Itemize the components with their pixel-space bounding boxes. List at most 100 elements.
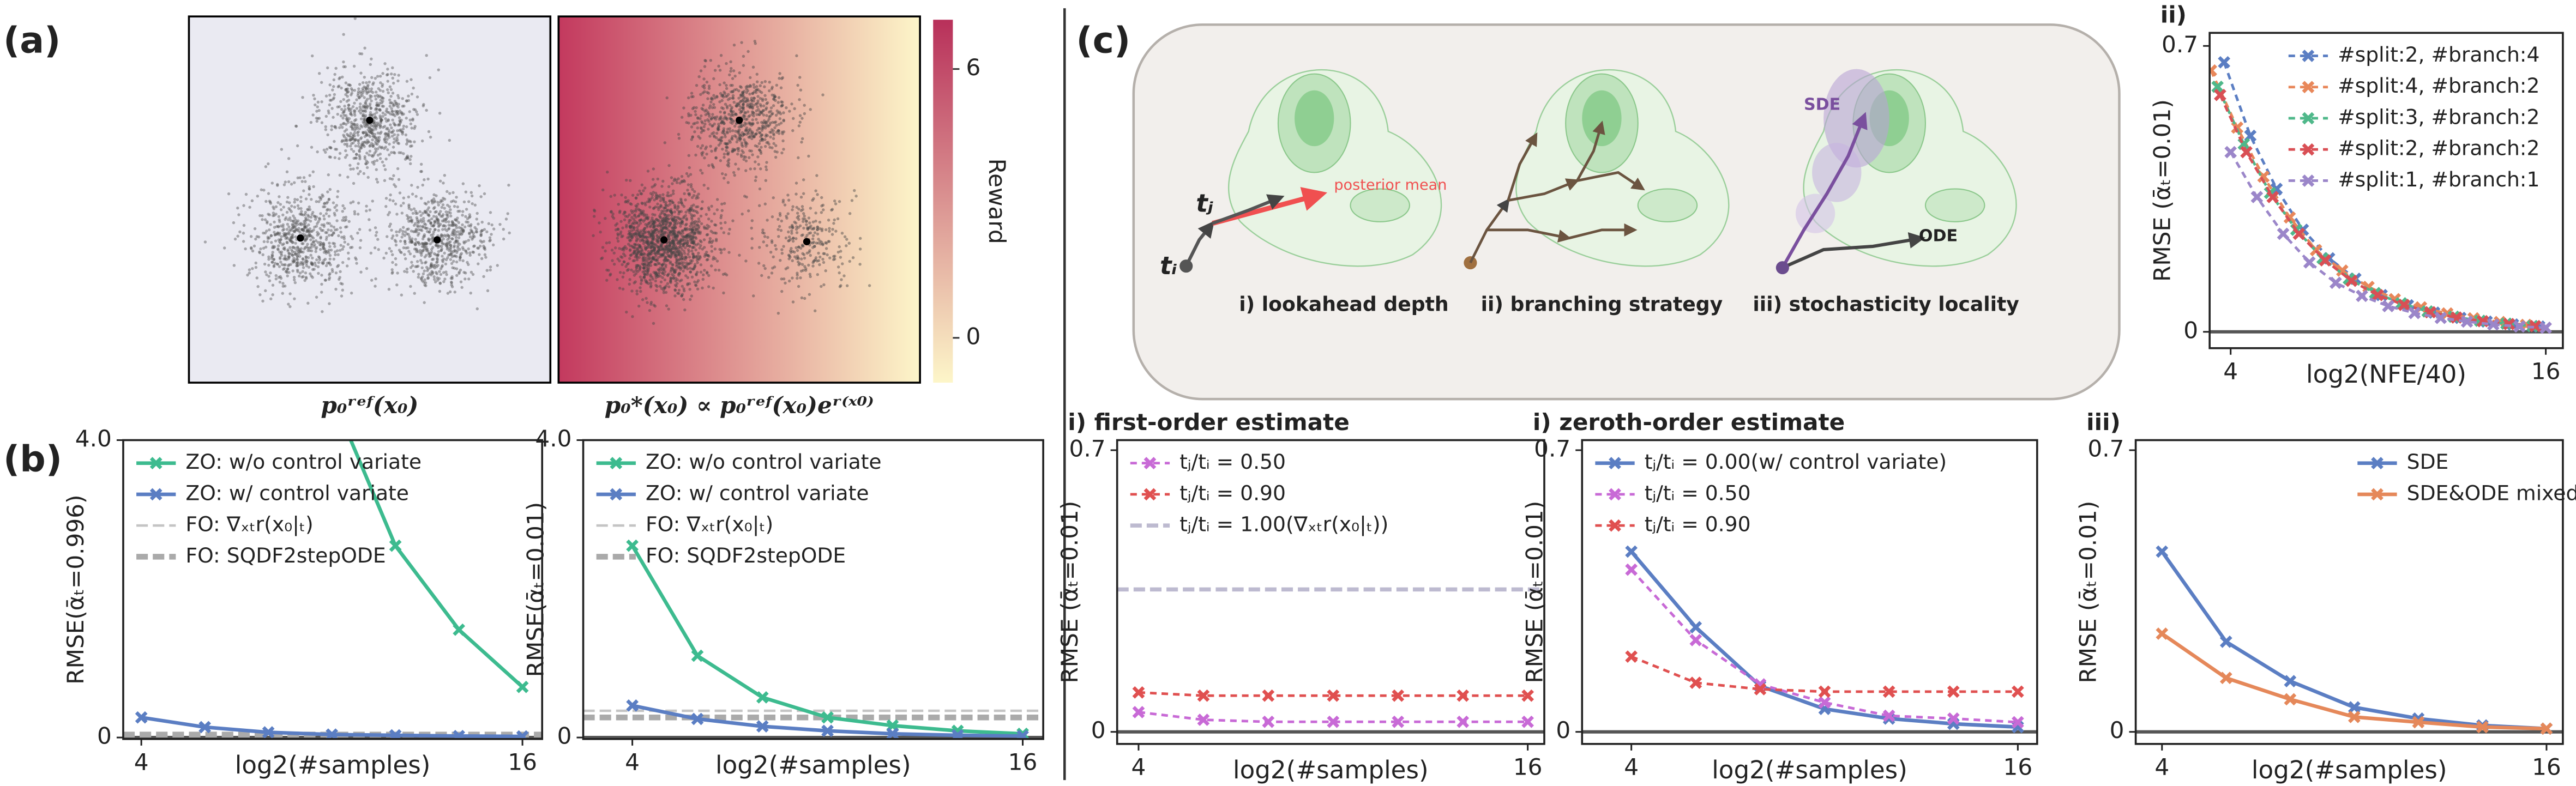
sample-point xyxy=(449,211,452,215)
sample-point xyxy=(687,114,690,118)
sample-point xyxy=(378,124,382,127)
sample-point xyxy=(768,130,772,134)
sample-point xyxy=(417,221,420,225)
sample-point xyxy=(742,155,746,159)
x-tick-label: 16 xyxy=(1513,754,1543,781)
sample-point xyxy=(672,247,676,250)
sample-point xyxy=(477,222,480,226)
sample-point xyxy=(484,256,487,259)
sample-point xyxy=(750,132,753,135)
sample-point xyxy=(421,211,425,215)
sample-point xyxy=(733,173,736,177)
sample-point xyxy=(270,246,274,250)
sample-point xyxy=(366,105,369,108)
sample-point xyxy=(717,128,720,132)
sample-point xyxy=(440,245,443,248)
sample-point xyxy=(765,114,768,117)
sample-point xyxy=(311,210,315,214)
sample-point xyxy=(357,144,360,148)
sample-point xyxy=(672,179,676,183)
sample-point xyxy=(443,251,446,255)
sample-point xyxy=(455,226,459,229)
sample-point xyxy=(765,133,768,137)
sample-point xyxy=(702,125,706,129)
sample-point xyxy=(753,167,756,171)
sample-point xyxy=(780,100,783,104)
sample-point xyxy=(616,257,619,261)
sample-point xyxy=(640,201,643,205)
sample-point xyxy=(322,241,325,245)
sample-point xyxy=(697,135,700,138)
sample-point xyxy=(281,268,285,271)
sample-point xyxy=(446,190,449,194)
sample-point xyxy=(468,232,471,235)
sample-point xyxy=(750,149,753,153)
sample-point xyxy=(416,250,420,253)
sample-point xyxy=(461,230,465,233)
sample-point xyxy=(368,130,371,134)
sample-point xyxy=(449,249,453,253)
series-line xyxy=(1630,569,2018,724)
sample-point xyxy=(691,235,695,239)
sample-point xyxy=(408,110,411,113)
sample-point xyxy=(441,219,444,223)
sample-point xyxy=(275,232,279,235)
sample-point xyxy=(638,189,641,193)
sample-point xyxy=(774,244,777,247)
sample-point xyxy=(744,100,748,103)
sample-point xyxy=(374,115,377,119)
legend-label: SDE&ODE mixed xyxy=(2407,481,2576,505)
sample-point xyxy=(644,248,648,251)
sample-point xyxy=(725,146,729,149)
sample-point xyxy=(735,113,738,116)
sample-point xyxy=(371,143,375,147)
sample-point xyxy=(695,273,698,276)
sample-point xyxy=(618,209,622,213)
sample-point xyxy=(739,86,743,89)
sample-point xyxy=(635,221,639,225)
sample-point xyxy=(386,80,389,83)
sample-point xyxy=(387,134,390,137)
sample-point xyxy=(367,134,370,137)
sample-point xyxy=(617,203,620,206)
sample-point xyxy=(382,105,385,108)
sample-point xyxy=(455,255,458,258)
sample-point xyxy=(745,117,749,121)
sample-point xyxy=(670,251,673,255)
sample-point xyxy=(447,249,451,252)
sample-point xyxy=(768,115,771,118)
sample-point xyxy=(623,218,627,222)
sample-point xyxy=(349,112,352,116)
sample-point xyxy=(459,256,462,259)
sample-point xyxy=(628,282,631,286)
sample-point xyxy=(333,93,336,96)
sample-point xyxy=(848,259,851,263)
sample-point xyxy=(633,249,636,252)
sample-point xyxy=(341,117,345,120)
sample-point xyxy=(353,89,357,92)
sample-point xyxy=(346,120,350,124)
sample-point xyxy=(290,210,293,213)
sample-point xyxy=(671,182,674,185)
sample-point xyxy=(326,261,329,265)
sample-point xyxy=(463,225,467,229)
sample-point xyxy=(446,238,449,241)
sample-point xyxy=(412,223,416,227)
sample-point xyxy=(765,161,768,164)
sample-point xyxy=(418,210,422,214)
sample-point xyxy=(318,196,321,199)
sample-point xyxy=(721,94,725,97)
sample-point xyxy=(733,88,736,92)
sample-point xyxy=(456,246,460,250)
sample-point xyxy=(689,261,693,265)
sample-point xyxy=(762,113,766,117)
sample-point xyxy=(285,271,289,274)
sample-point xyxy=(459,226,463,230)
sample-point xyxy=(440,205,444,209)
sample-point xyxy=(767,89,771,93)
sample-point xyxy=(721,147,724,151)
sample-point xyxy=(300,228,304,231)
sample-point xyxy=(785,106,788,110)
sample-point xyxy=(751,122,755,125)
sample-point xyxy=(376,104,379,107)
